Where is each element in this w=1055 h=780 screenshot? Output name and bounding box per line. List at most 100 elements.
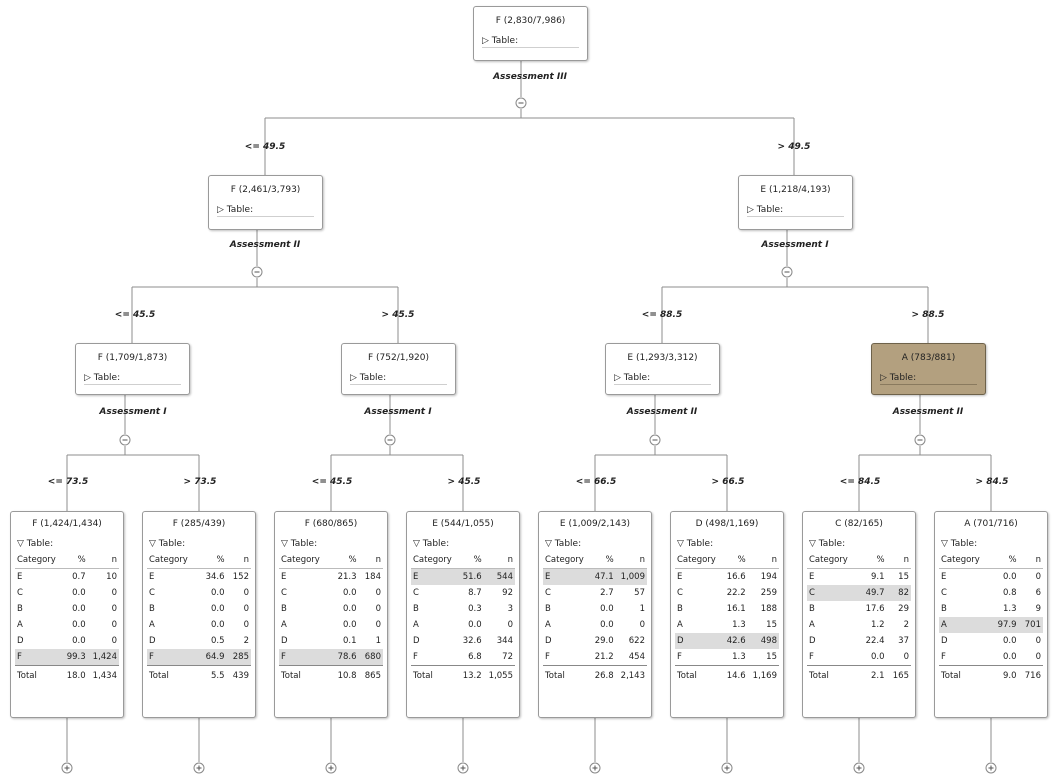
count-cell: 344 (484, 633, 515, 649)
collapse-icon[interactable] (782, 267, 793, 278)
table-toggle[interactable]: ▷ Table: (747, 205, 844, 217)
category-cell: A (15, 617, 62, 633)
collapse-arrow-icon: ▽ (149, 539, 156, 549)
count-cell: 544 (484, 569, 515, 586)
table-label: Table: (492, 36, 518, 46)
collapse-icon[interactable] (252, 267, 263, 278)
percent-cell: 21.3 (331, 569, 359, 586)
table-toggle[interactable]: ▽ Table: (677, 539, 777, 550)
collapse-arrow-icon: ▽ (677, 539, 684, 549)
expand-icon[interactable] (722, 763, 733, 774)
total-percent: 9.0 (991, 666, 1019, 687)
collapse-icon[interactable] (915, 435, 926, 446)
tree-leaf-node[interactable]: F (680/865) ▽ Table: Category% n E 21.3 184 C 0.… (274, 511, 388, 718)
split-attribute-label: Assessment II (627, 407, 698, 417)
expand-icon[interactable] (326, 763, 337, 774)
table-row: E 0.7 10 (15, 569, 119, 586)
expand-arrow-icon: ▷ (747, 205, 754, 215)
table-row: B 0.0 0 (15, 601, 119, 617)
count-cell: 72 (484, 649, 515, 666)
count-cell: 0 (227, 601, 251, 617)
branch-condition-label: > 45.5 (382, 310, 415, 320)
table-toggle[interactable]: ▷ Table: (880, 373, 977, 385)
tree-leaf-node[interactable]: E (544/1,055) ▽ Table: Category% n E 51.6 544 C… (406, 511, 520, 718)
tree-node-left-right[interactable]: F (752/1,920) ▷ Table: (341, 343, 456, 395)
tree-node-right-left[interactable]: E (1,293/3,312) ▷ Table: (605, 343, 720, 395)
table-toggle[interactable]: ▽ Table: (941, 539, 1041, 550)
tree-leaf-node[interactable]: F (285/439) ▽ Table: Category% n E 34.6 152 C 0.… (142, 511, 256, 718)
split-attribute-label: Assessment I (364, 407, 431, 417)
table-toggle[interactable]: ▷ Table: (217, 205, 314, 217)
table-toggle[interactable]: ▷ Table: (350, 373, 447, 385)
table-toggle[interactable]: ▽ Table: (413, 539, 513, 550)
count-cell: 2 (227, 633, 251, 649)
category-cell: B (411, 601, 458, 617)
tree-node-left-left[interactable]: F (1,709/1,873) ▷ Table: (75, 343, 190, 395)
collapse-icon[interactable] (385, 435, 396, 446)
percent-cell: 0.0 (199, 601, 227, 617)
collapse-arrow-icon: ▽ (413, 539, 420, 549)
table-toggle[interactable]: ▽ Table: (149, 539, 249, 550)
collapse-icon[interactable] (516, 98, 527, 109)
total-label: Total (15, 666, 62, 687)
tree-leaf-node[interactable]: F (1,424/1,434) ▽ Table: Category% n E 0.7 10 C… (10, 511, 124, 718)
table-toggle[interactable]: ▷ Table: (84, 373, 181, 385)
category-cell: E (939, 569, 991, 586)
tree-leaf-node[interactable]: E (1,009/2,143) ▽ Table: Category% n E 47.1 1,… (538, 511, 652, 718)
expand-arrow-icon: ▷ (350, 373, 357, 383)
expand-icon[interactable] (986, 763, 997, 774)
tree-node-right-right-selected[interactable]: A (783/881) ▷ Table: (871, 343, 986, 395)
table-toggle[interactable]: ▽ Table: (17, 539, 117, 550)
count-cell: 184 (359, 569, 383, 586)
tree-leaf-node[interactable]: D (498/1,169) ▽ Table: Category% n E 16.6 194 C… (670, 511, 784, 718)
table-toggle[interactable]: ▽ Table: (809, 539, 909, 550)
table-row: A 0.0 0 (279, 617, 383, 633)
collapse-icon[interactable] (120, 435, 131, 446)
category-cell: D (279, 633, 331, 649)
table-row: B 0.3 3 (411, 601, 515, 617)
count-cell: 6 (1019, 585, 1043, 601)
table-row: B 0.0 1 (543, 601, 647, 617)
header-percent: % (722, 552, 747, 569)
header-count: n (484, 552, 515, 569)
expand-icon[interactable] (458, 763, 469, 774)
header-category: Category (543, 552, 590, 569)
category-cell: E (15, 569, 62, 586)
expand-icon[interactable] (590, 763, 601, 774)
class-distribution-table: Category% n E 51.6 544 C 8.7 92 B 0.3 3 A 0.0 0 D 32.6 3… (411, 552, 515, 686)
table-label: Table: (159, 539, 185, 549)
header-count: n (887, 552, 911, 569)
collapse-icon[interactable] (650, 435, 661, 446)
node-title: F (2,461/3,793) (209, 176, 322, 199)
count-cell: 1,009 (616, 569, 647, 586)
tree-leaf-node[interactable]: C (82/165) ▽ Table: Category% n E 9.1 15 C 49.7 8… (802, 511, 916, 718)
expand-icon[interactable] (194, 763, 205, 774)
table-label: Table: (94, 373, 120, 383)
percent-cell: 22.2 (722, 585, 747, 601)
count-cell: 188 (748, 601, 779, 617)
total-row: Total 9.0 716 (939, 666, 1043, 687)
tree-node-left[interactable]: F (2,461/3,793) ▷ Table: (208, 175, 323, 230)
tree-node-root[interactable]: F (2,830/7,986) ▷ Table: (473, 6, 588, 61)
table-toggle[interactable]: ▷ Table: (482, 36, 579, 48)
category-cell: A (939, 617, 991, 633)
table-row: D 0.5 2 (147, 633, 251, 649)
count-cell: 29 (887, 601, 911, 617)
total-label: Total (411, 666, 458, 687)
expand-icon[interactable] (854, 763, 865, 774)
expand-icon[interactable] (62, 763, 73, 774)
tree-node-right[interactable]: E (1,218/4,193) ▷ Table: (738, 175, 853, 230)
node-title: F (1,709/1,873) (76, 344, 189, 367)
table-row: D 29.0 622 (543, 633, 647, 649)
percent-cell: 42.6 (722, 633, 747, 649)
table-toggle[interactable]: ▽ Table: (281, 539, 381, 550)
percent-cell: 47.1 (590, 569, 615, 586)
percent-cell: 29.0 (590, 633, 615, 649)
total-label: Total (675, 666, 722, 687)
percent-cell: 0.5 (199, 633, 227, 649)
table-toggle[interactable]: ▽ Table: (545, 539, 645, 550)
total-row: Total 14.6 1,169 (675, 666, 779, 687)
table-toggle[interactable]: ▷ Table: (614, 373, 711, 385)
tree-leaf-node[interactable]: A (701/716) ▽ Table: Category% n E 0.0 0 C 0.8 6 B… (934, 511, 1048, 718)
percent-cell: 0.0 (991, 569, 1019, 586)
